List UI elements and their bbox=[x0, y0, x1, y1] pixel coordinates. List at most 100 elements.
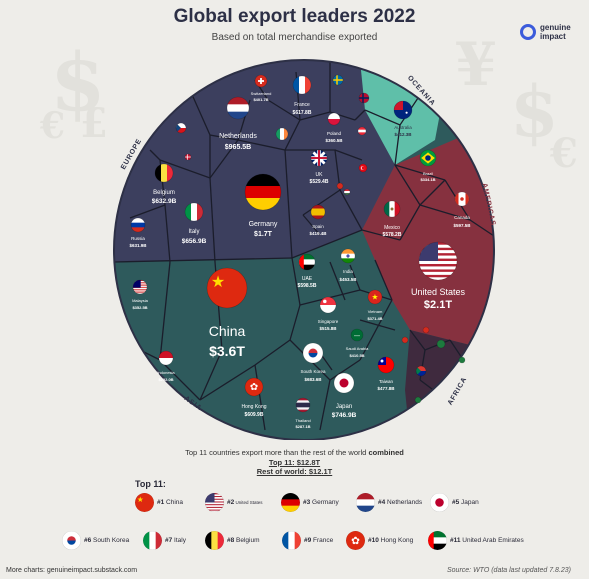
country-cell-mexico: Mexico$578.2B bbox=[383, 200, 402, 238]
country-value: $419.4B bbox=[309, 231, 327, 236]
country-name: Mexico bbox=[384, 225, 400, 231]
country-value: $352.5B bbox=[132, 305, 147, 310]
country-cell-vietnam: ★ Vietnam $371.4B bbox=[367, 289, 383, 321]
export-voronoi-chart: ★ China $3.6T United States $2.1T Germany $1.7… bbox=[113, 59, 496, 440]
country-name: Brazil bbox=[423, 171, 433, 176]
cell-border bbox=[339, 189, 363, 231]
cell-border bbox=[284, 149, 293, 259]
country-name: South Korea bbox=[300, 369, 326, 374]
country-name: Poland bbox=[327, 131, 342, 136]
region-americas bbox=[362, 120, 494, 345]
flag-poland-icon bbox=[327, 112, 341, 126]
legend-rank: #7 bbox=[165, 537, 173, 544]
minor-country-flag-icon bbox=[422, 326, 430, 334]
country-name: Italy bbox=[188, 229, 199, 235]
source-note: Source: WTO (data last updated 7.8.23) bbox=[447, 567, 571, 574]
euro-symbol-decoration: € bbox=[40, 105, 66, 147]
legend-country-name: Italy bbox=[172, 537, 186, 544]
country-value: $412.3B bbox=[394, 132, 412, 137]
china-flag-icon: ★ bbox=[135, 493, 154, 512]
flag-spain-icon bbox=[310, 204, 326, 220]
combined-summary: Top 11 countries export more than the re… bbox=[0, 448, 589, 477]
combined-headline-bold: combined bbox=[368, 448, 404, 457]
cell-border bbox=[359, 319, 396, 331]
logo-icon bbox=[520, 24, 536, 40]
country-value: $597.5B bbox=[453, 223, 471, 228]
cell-border bbox=[302, 189, 341, 216]
country-value: $1.7T bbox=[254, 231, 273, 238]
minor-country-flag-icon bbox=[357, 126, 367, 136]
legend-rank: #4 bbox=[378, 499, 386, 506]
cell-border bbox=[334, 149, 363, 161]
country-value: $578.2B bbox=[383, 232, 402, 238]
country-cell-saudi-arabia: Saudi Arabia $410.5B bbox=[346, 328, 369, 358]
country-cell-brazil: Brazil$334.1B bbox=[419, 149, 437, 182]
legend-rank: #1 bbox=[157, 499, 165, 506]
country-cell-taiwan: Taiwan $477.8B bbox=[377, 356, 395, 391]
flag-france-icon bbox=[292, 75, 312, 95]
flag-china-icon: ★ bbox=[206, 267, 248, 309]
euro-symbol-decoration: € bbox=[550, 130, 578, 177]
flag-uk-icon bbox=[310, 149, 328, 167]
country-value: $401.7B bbox=[253, 97, 268, 102]
legend-item-netherlands: #4 Netherlands bbox=[356, 493, 422, 512]
country-cell-thailand: Thailand$287.1B bbox=[295, 397, 311, 429]
country-value: $334.1B bbox=[420, 177, 435, 182]
cell-border bbox=[361, 229, 401, 241]
cell-border bbox=[354, 109, 366, 121]
legend-rank: #8 bbox=[227, 537, 235, 544]
svg-text:★: ★ bbox=[137, 495, 144, 504]
minor-country-flag-icon bbox=[184, 153, 192, 161]
cell-border bbox=[419, 179, 446, 206]
region-label-africa: AFRICA bbox=[447, 376, 469, 407]
cell-border bbox=[114, 257, 293, 263]
country-name: Hong Kong bbox=[241, 404, 266, 410]
country-cell-japan: Japan $746.9B bbox=[332, 372, 357, 419]
italy-flag-icon bbox=[143, 531, 162, 550]
top11-total-label: Top 11: bbox=[268, 457, 295, 467]
cell-border bbox=[199, 364, 256, 401]
cell-border bbox=[349, 264, 361, 291]
minor-country-flag-icon bbox=[414, 396, 422, 404]
country-value: $631.9B bbox=[129, 243, 147, 248]
brand-logo[interactable]: genuine impact bbox=[520, 22, 586, 46]
cell-border bbox=[291, 229, 363, 259]
legend-rank: #3 bbox=[303, 499, 311, 506]
cell-border bbox=[419, 204, 471, 221]
country-cell-uae: UAE$598.5B bbox=[298, 253, 317, 289]
dollar-symbol-decoration: $ bbox=[50, 35, 106, 129]
flag-mexico-icon bbox=[383, 200, 401, 218]
country-cell-hong-kong: ✿ Hong Kong $609.9B bbox=[241, 377, 267, 418]
svg-text:★: ★ bbox=[211, 272, 225, 291]
page-title: Global export leaders 2022 bbox=[173, 6, 416, 27]
flag-switzerland-icon bbox=[254, 74, 268, 88]
minor-country-flag-icon bbox=[458, 356, 466, 364]
legend-country-name: Japan bbox=[459, 499, 479, 506]
country-cell-spain: Spain $419.4B bbox=[309, 204, 327, 236]
flag-belgium-icon bbox=[154, 163, 174, 183]
france-flag-icon bbox=[282, 531, 301, 550]
page-subtitle: Based on total merchandise exported bbox=[211, 32, 378, 43]
country-name: Taiwan bbox=[379, 379, 394, 384]
country-cell-united-states: United States $2.1T bbox=[411, 241, 466, 311]
flag-vietnam-icon: ★ bbox=[367, 289, 383, 305]
country-value: $617.8B bbox=[293, 110, 312, 116]
flag-japan-icon bbox=[333, 372, 355, 394]
cell-border bbox=[319, 379, 331, 431]
svg-text:✿: ✿ bbox=[351, 535, 360, 547]
cell-border bbox=[374, 259, 393, 301]
country-name: Canada bbox=[454, 215, 470, 220]
cell-border bbox=[159, 359, 201, 401]
cell-border bbox=[359, 299, 393, 361]
more-charts-link[interactable]: More charts: genuineimpact.substack.com bbox=[6, 567, 138, 574]
flag-canada-icon bbox=[454, 191, 470, 207]
cell-border bbox=[394, 124, 401, 166]
legend-country-name: Germany bbox=[310, 499, 339, 506]
country-value: $609.9B bbox=[245, 412, 264, 418]
country-name: Thailand bbox=[295, 418, 310, 423]
flag-brazil-icon bbox=[419, 149, 437, 167]
country-value: $292.0B bbox=[158, 377, 173, 382]
country-value: $632.9B bbox=[152, 198, 177, 205]
country-value: $746.9B bbox=[332, 412, 357, 419]
country-name: UK bbox=[316, 172, 324, 178]
